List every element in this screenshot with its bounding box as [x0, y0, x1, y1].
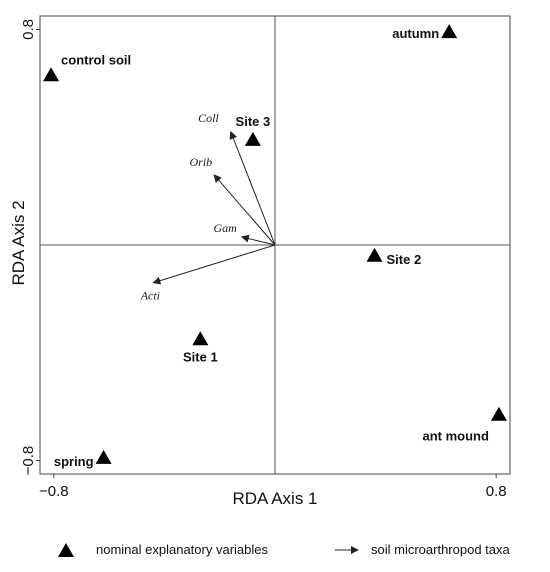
- legend-arrows-label: soil microarthropod taxa: [371, 542, 510, 557]
- point-control-soil: control soil: [43, 52, 131, 82]
- triangle-icon: [58, 542, 74, 557]
- point-label: control soil: [61, 52, 131, 67]
- point-ant-mound: ant mound: [423, 406, 507, 444]
- triangle-marker: [244, 131, 261, 146]
- triangle-marker: [366, 247, 383, 262]
- taxon-label: Gam: [213, 221, 237, 235]
- point-site-1: Site 1: [183, 331, 218, 364]
- x-tick-label: −0.8: [39, 483, 69, 500]
- triangle-marker: [441, 24, 458, 39]
- arrow-line: [240, 234, 276, 246]
- taxon-label: Acti: [140, 289, 160, 303]
- taxon-arrow-gam: Gam: [213, 221, 276, 246]
- arrow-line: [213, 174, 276, 246]
- taxon-arrow-coll: Coll: [198, 111, 276, 246]
- x-tick-label: 0.8: [486, 483, 507, 500]
- point-label: Site 1: [183, 349, 218, 364]
- point-spring: spring: [54, 449, 112, 469]
- triangle-marker: [43, 67, 60, 82]
- taxon-label: Coll: [198, 111, 219, 125]
- point-site-2: Site 2: [366, 247, 422, 267]
- legend-item-points: nominal explanatory variables: [58, 542, 268, 557]
- arrow-line: [152, 244, 276, 285]
- y-tick-label: −0.8: [20, 446, 37, 476]
- y-tick-label: 0.8: [20, 19, 37, 40]
- legend-points-label: nominal explanatory variables: [96, 542, 268, 557]
- taxon-arrow-orib: Orib: [190, 155, 276, 246]
- arrow-line: [229, 130, 276, 246]
- x-axis-title: RDA Axis 1: [232, 489, 317, 508]
- point-label: autumn: [392, 26, 439, 41]
- legend-item-arrows: soil microarthropod taxa: [333, 542, 510, 557]
- legend: nominal explanatory variables soil micro…: [0, 539, 550, 563]
- triangle-marker: [490, 406, 507, 421]
- point-label: Site 3: [236, 114, 271, 129]
- point-autumn: autumn: [392, 24, 458, 41]
- arrow-icon: [335, 545, 359, 554]
- taxon-arrow-acti: Acti: [140, 244, 276, 303]
- taxon-label: Orib: [190, 155, 213, 169]
- y-axis-title: RDA Axis 2: [9, 200, 28, 285]
- triangle-marker: [192, 331, 209, 346]
- point-label: spring: [54, 454, 94, 469]
- point-site-3: Site 3: [236, 114, 271, 146]
- point-label: ant mound: [423, 429, 489, 444]
- triangle-marker: [95, 449, 112, 464]
- point-label: Site 2: [387, 252, 422, 267]
